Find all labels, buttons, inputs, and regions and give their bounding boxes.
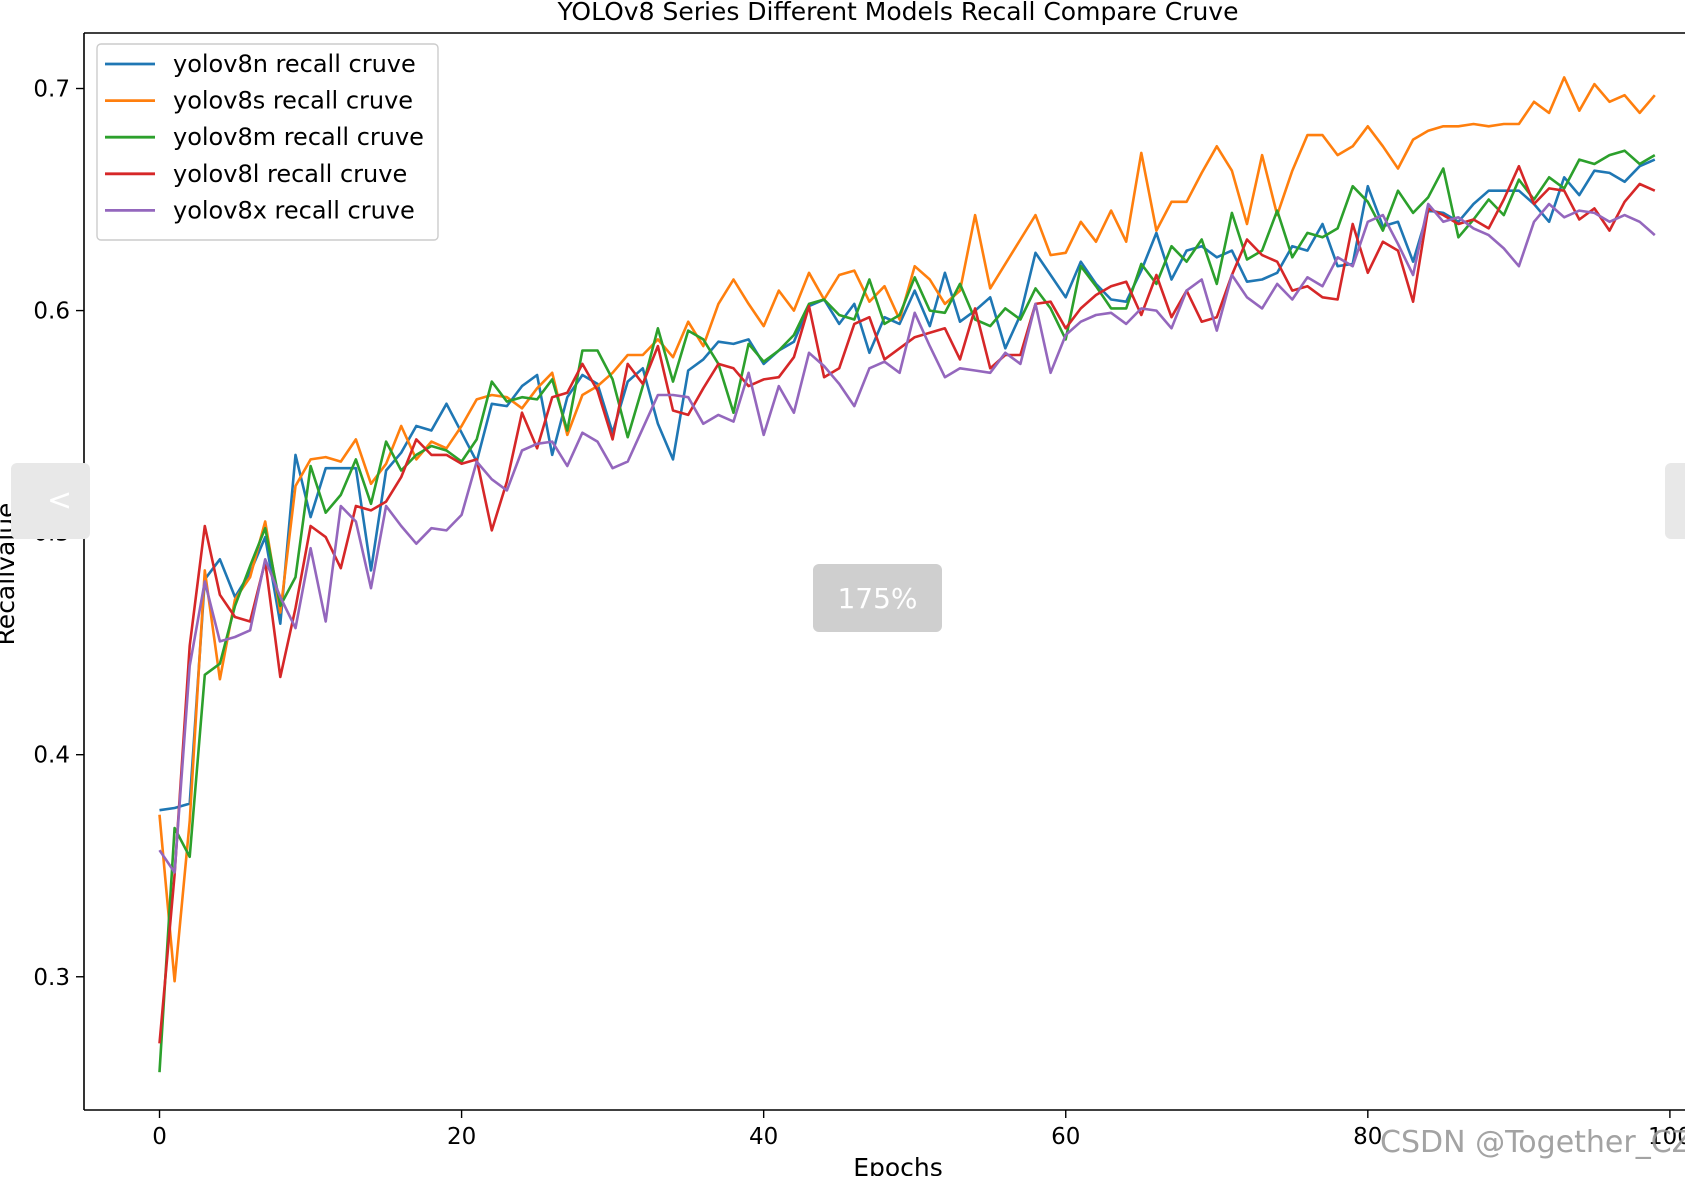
- y-tick-label: 0.3: [33, 965, 70, 991]
- y-tick-label: 0.4: [33, 743, 70, 769]
- series-line-3: [158, 149, 1656, 1073]
- next-image-button[interactable]: [1665, 463, 1685, 539]
- chevron-left-icon: <: [47, 483, 73, 518]
- x-tick-label: 80: [1353, 1124, 1382, 1150]
- chart-title: YOLOv8 Series Different Models Recall Co…: [557, 0, 1239, 26]
- legend-label: yolov8l recall cruve: [173, 160, 407, 188]
- previous-image-button[interactable]: <: [11, 463, 90, 539]
- x-tick-label: 0: [152, 1124, 167, 1150]
- legend-label: yolov8s recall cruve: [173, 87, 413, 115]
- x-tick-label: 40: [749, 1124, 778, 1150]
- x-tick-label: 60: [1051, 1124, 1080, 1150]
- x-axis-label: Epochs: [853, 1153, 943, 1176]
- chart-legend: yolov8n recall cruve yolov8s recall cruve…: [96, 43, 439, 241]
- legend-box: [96, 43, 439, 241]
- y-tick-label: 0.6: [33, 299, 70, 325]
- series-line-5: [158, 202, 1656, 874]
- legend-label: yolov8x recall cruve: [173, 196, 415, 224]
- watermark-text: CSDN @Together_CZ: [1380, 1125, 1685, 1160]
- series-line-1: [159, 158, 1656, 812]
- zoom-level-badge: 175%: [813, 564, 942, 632]
- legend-label: yolov8n recall cruve: [173, 50, 416, 78]
- x-tick-label: 20: [447, 1124, 476, 1150]
- legend-label: yolov8m recall cruve: [173, 123, 424, 151]
- x-tick-label: 100: [1648, 1124, 1685, 1150]
- y-tick-label: 0.7: [33, 77, 70, 103]
